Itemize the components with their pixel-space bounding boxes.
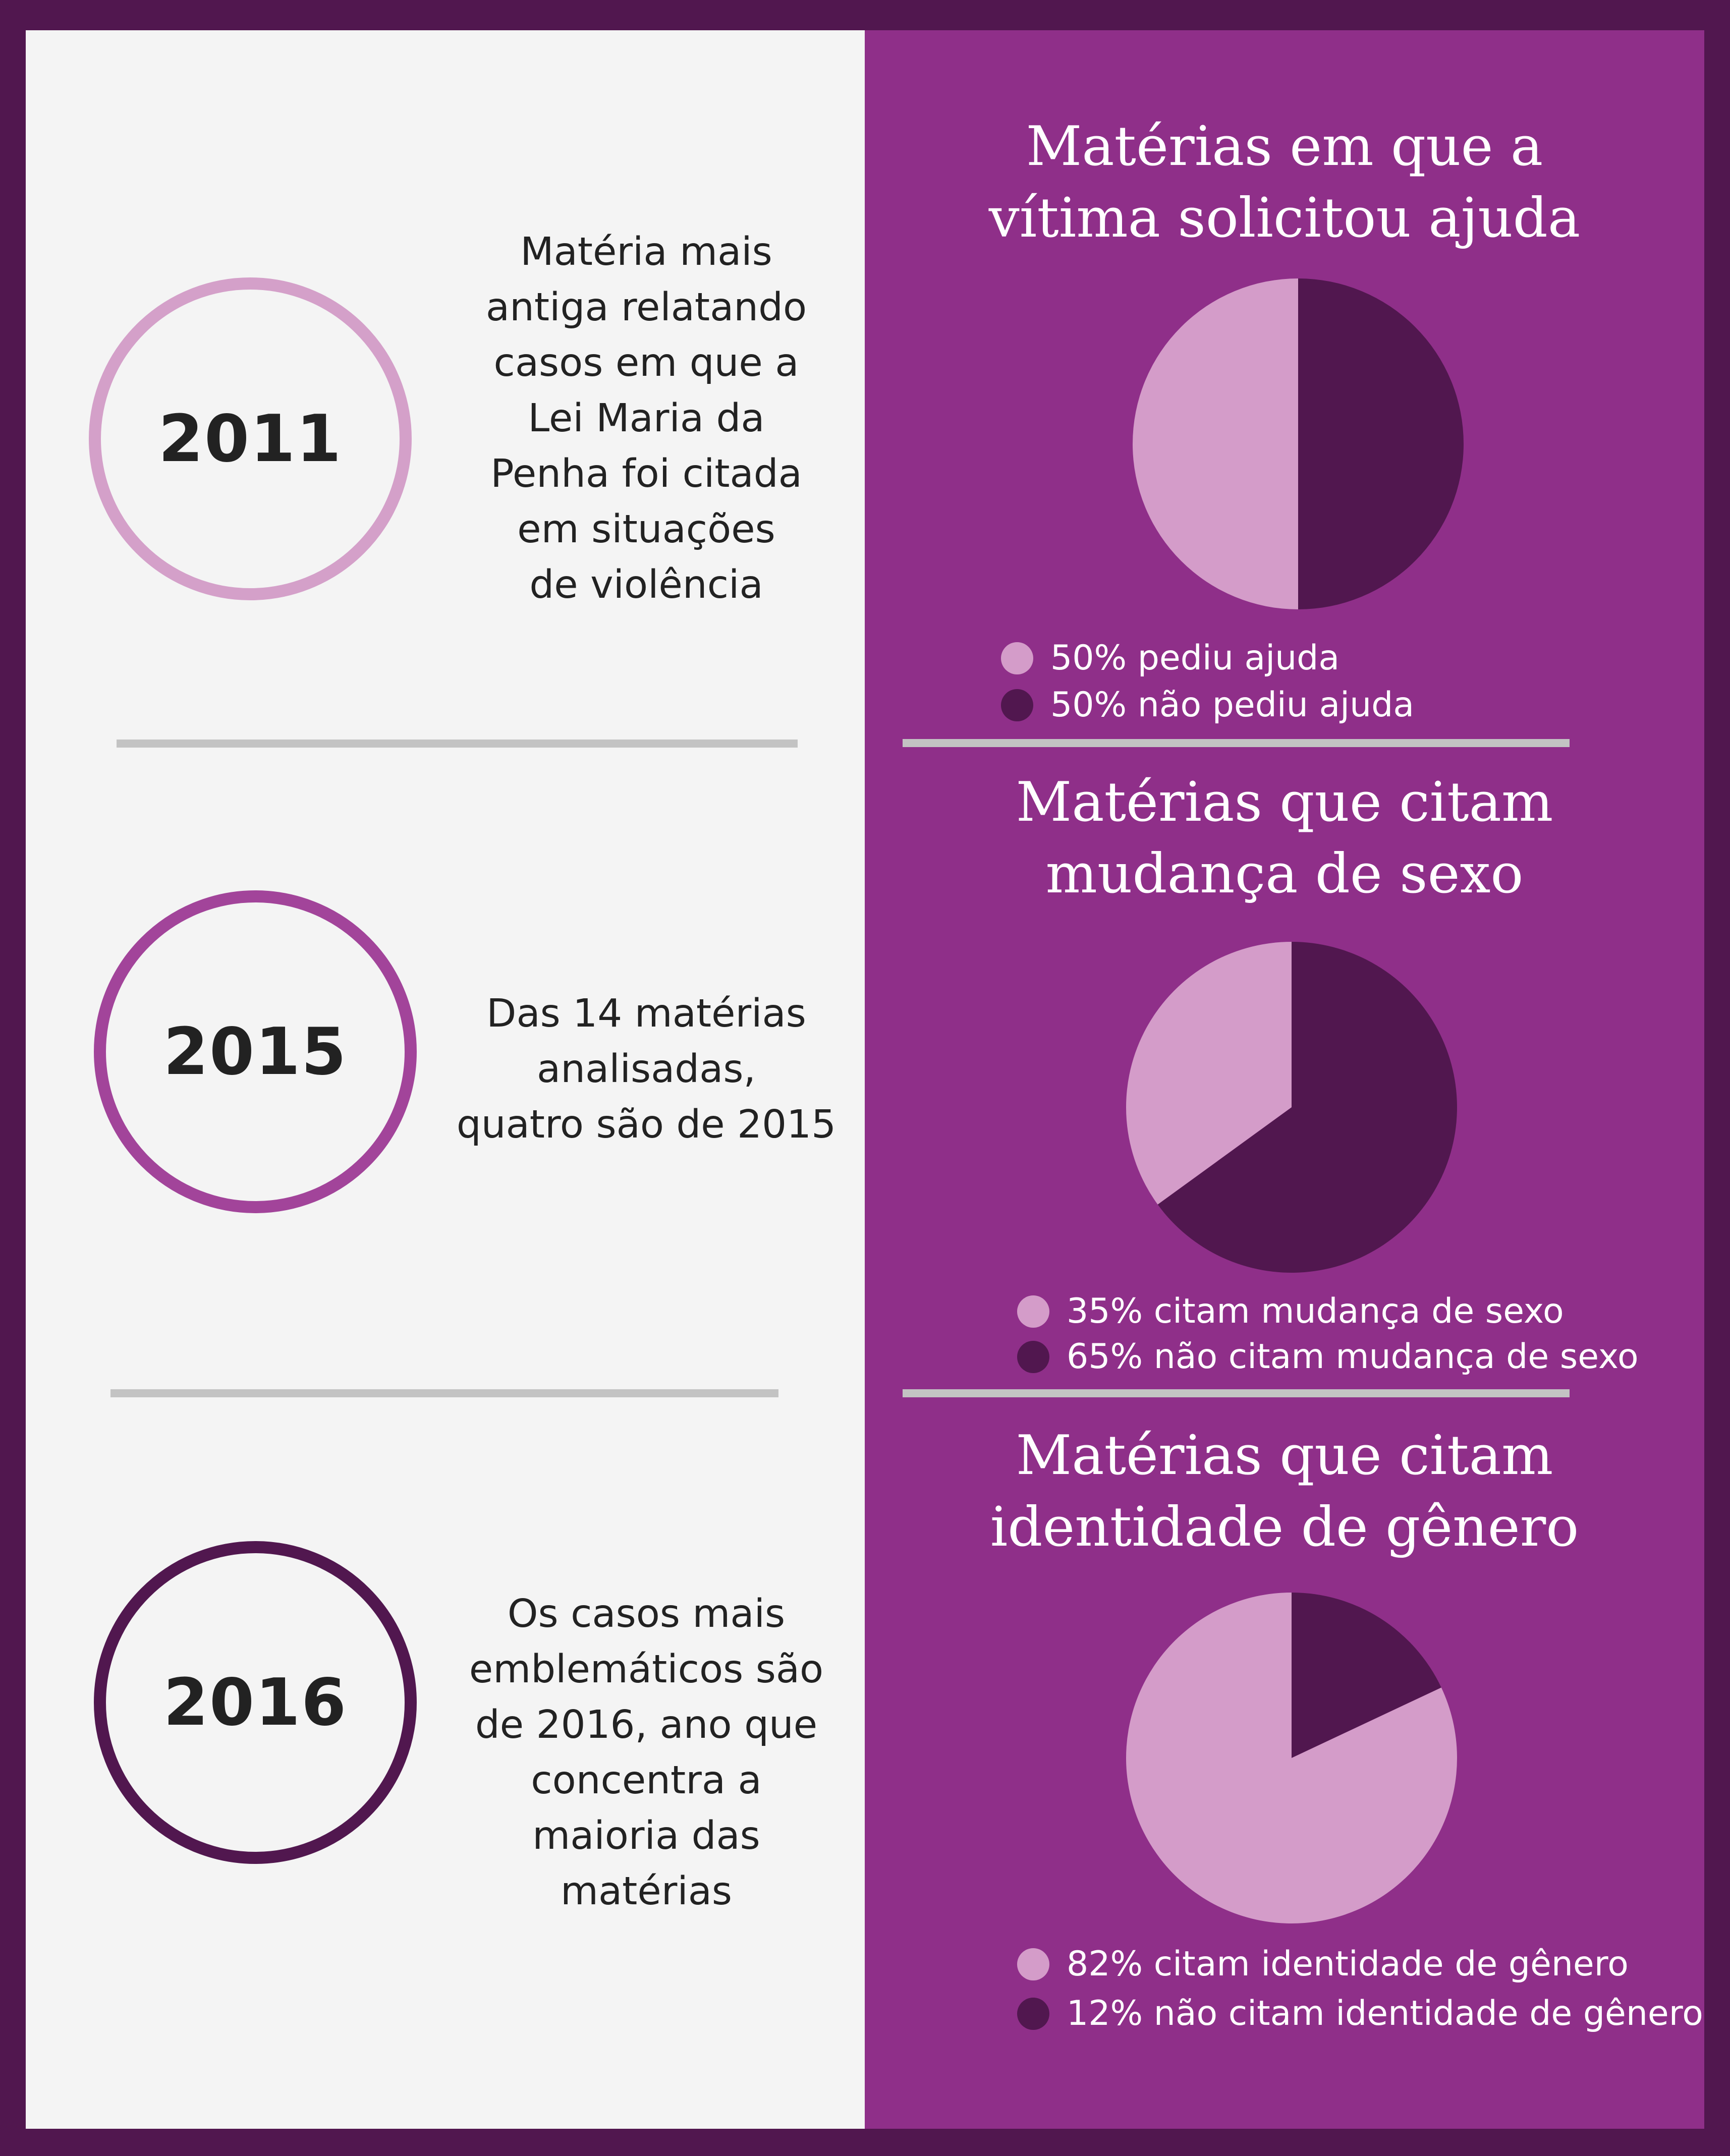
legend-item: 12% não citam identidade de gênero bbox=[1017, 1994, 1703, 2033]
timeline-panel: 2011 Matéria mais antiga relatando casos… bbox=[26, 30, 865, 2129]
pie-slice bbox=[1157, 942, 1457, 1273]
infographic-frame: 2011 Matéria mais antiga relatando casos… bbox=[26, 30, 1704, 2129]
timeline-description: Das 14 matérias analisadas, quatro são d… bbox=[456, 991, 836, 1147]
year-circle-2011: 2011 bbox=[89, 277, 412, 600]
year-label: 2015 bbox=[163, 1014, 348, 1090]
pie-chart-sex-change bbox=[1126, 942, 1457, 1273]
legend-item: 50% não pediu ajuda bbox=[1001, 685, 1414, 725]
legend-label: 12% não citam identidade de gênero bbox=[1067, 1994, 1703, 2033]
legend-swatch bbox=[1001, 689, 1033, 721]
chart-title: Matérias em que a vítima solicitou ajuda bbox=[988, 115, 1581, 250]
legend-item: 35% citam mudança de sexo bbox=[1017, 1291, 1564, 1331]
year-circle-2016: 2016 bbox=[94, 1541, 417, 1864]
year-circle-2015: 2015 bbox=[94, 890, 417, 1213]
legend-label: 82% citam identidade de gênero bbox=[1067, 1944, 1629, 1984]
pie-slice bbox=[1133, 278, 1298, 609]
pie-slice bbox=[1292, 1593, 1441, 1758]
chart-title: Matérias que citam mudança de sexo bbox=[1016, 771, 1553, 905]
chart-title: Matérias que citam identidade de gênero bbox=[990, 1424, 1579, 1559]
legend-item: 82% citam identidade de gênero bbox=[1017, 1944, 1629, 1984]
legend-label: 50% não pediu ajuda bbox=[1050, 685, 1415, 725]
legend-swatch bbox=[1017, 1997, 1049, 2030]
legend-item: 65% não citam mudança de sexo bbox=[1017, 1337, 1639, 1377]
divider bbox=[110, 1389, 778, 1397]
year-label: 2016 bbox=[163, 1665, 348, 1740]
timeline-description: Matéria mais antiga relatando casos em q… bbox=[485, 230, 807, 607]
timeline-description: Os casos mais emblemáticos são de 2016, … bbox=[469, 1592, 824, 1914]
legend-label: 35% citam mudança de sexo bbox=[1067, 1291, 1564, 1331]
year-label: 2011 bbox=[158, 401, 343, 477]
pie-slice bbox=[1298, 278, 1464, 609]
divider bbox=[903, 739, 1570, 747]
legend-swatch bbox=[1001, 642, 1033, 674]
legend-label: 65% não citam mudança de sexo bbox=[1067, 1337, 1639, 1377]
legend-swatch bbox=[1017, 1340, 1049, 1373]
legend-swatch bbox=[1017, 1948, 1049, 1980]
legend-swatch bbox=[1017, 1295, 1049, 1328]
pie-chart-gender-identity bbox=[1126, 1593, 1457, 1923]
pie-chart-help bbox=[1133, 278, 1464, 609]
pie-slice bbox=[1126, 1593, 1457, 1923]
pie-slice bbox=[1126, 942, 1292, 1205]
divider bbox=[903, 1389, 1570, 1397]
divider bbox=[117, 740, 798, 748]
charts-panel: Matérias em que a vítima solicitou ajuda… bbox=[865, 30, 1704, 2129]
legend-label: 50% pediu ajuda bbox=[1050, 638, 1340, 678]
legend-item: 50% pediu ajuda bbox=[1001, 638, 1340, 678]
